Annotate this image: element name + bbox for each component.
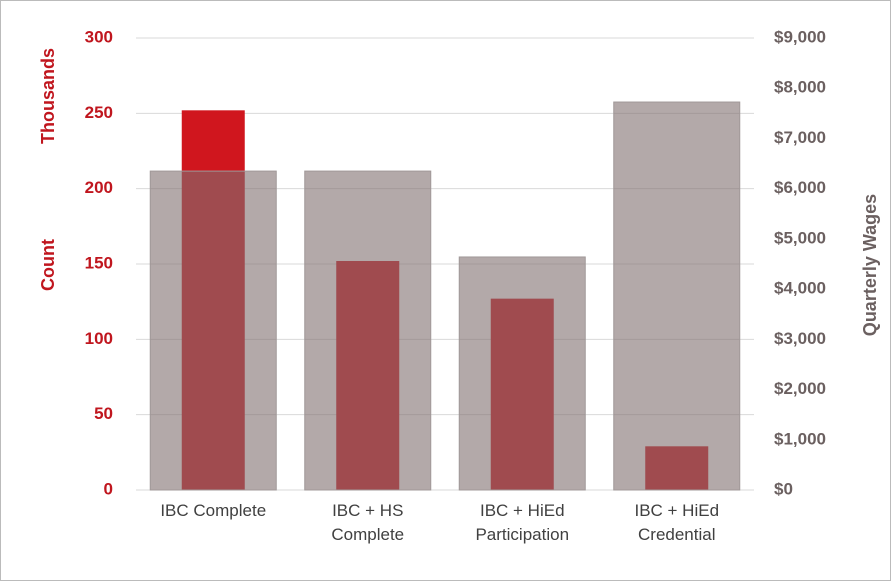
y2-tick-label: $4,000 [774,279,826,298]
wage-bar [149,170,277,491]
y-tick-label: 300 [85,27,113,46]
y2-tick-label: $0 [774,479,793,498]
x-tick-label: IBC + HS Complete [331,501,405,544]
wage-bar [458,256,586,491]
y2-tick-label: $3,000 [774,329,826,348]
y2-tick-label: $8,000 [774,78,826,97]
x-tick-label: IBC + HiEd Participation [475,501,570,544]
y-tick-label: 150 [85,253,113,272]
y-tick-label: 250 [85,103,113,122]
y2-tick-label: $9,000 [774,27,826,46]
x-tick-label: IBC Complete [160,501,267,520]
x-tick-label: IBC + HiEd Credential [634,501,720,544]
y-tick-label: 100 [85,329,113,348]
y2-tick-label: $1,000 [774,429,826,448]
y2-tick-label: $2,000 [774,379,826,398]
y2-tick-label: $5,000 [774,228,826,247]
y-unit: Thousands [38,48,58,144]
y2-tick-label: $6,000 [774,178,826,197]
y-tick-label: 200 [85,178,113,197]
y2-axis-title: Quarterly Wages [860,194,880,336]
y-tick-label: 0 [104,479,113,498]
wage-bar [613,101,741,491]
y-tick-label: 50 [94,404,113,423]
wage-bar [304,170,432,491]
y2-tick-label: $7,000 [774,128,826,147]
y-axis-title: Count [38,239,58,291]
